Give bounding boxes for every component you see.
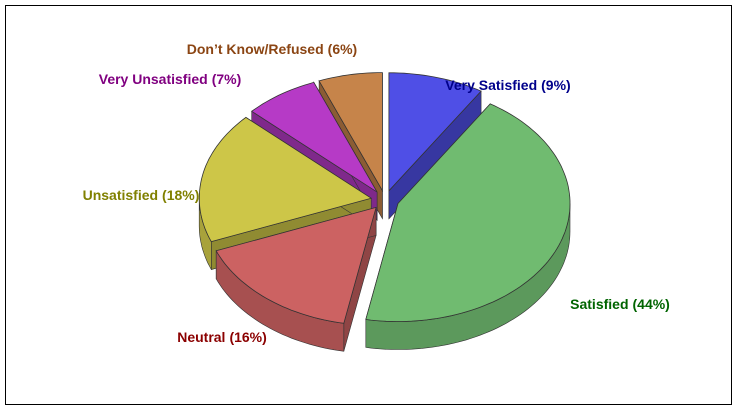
slice-label: Very Satisfied (9%) (445, 77, 570, 93)
category-name: Don’t Know/Refused (187, 41, 324, 57)
category-name: Satisfied (570, 296, 628, 312)
slice (388, 72, 482, 192)
value-label: (6%) (328, 41, 358, 57)
pie (198, 72, 571, 352)
slice (365, 103, 571, 322)
value-label: (9%) (541, 77, 571, 93)
value-label: (18%) (162, 187, 199, 203)
slice-label: Neutral (16%) (177, 329, 267, 345)
slice-label: Very Unsatisfied (7%) (99, 71, 242, 87)
slice (250, 81, 378, 193)
value-label: (7%) (212, 71, 242, 87)
labels: Very Satisfied (9%)Satisfied (44%)Neutral(… (83, 41, 670, 345)
category-name: Very Satisfied (445, 77, 537, 93)
slice-label: Satisfied (44%) (570, 296, 670, 312)
slice (318, 72, 383, 193)
slice-label: Don’t Know/Refused (6%) (187, 41, 357, 57)
value-label: (16%) (229, 329, 266, 345)
slice (198, 116, 373, 243)
category-name: Very Unsatisfied (99, 71, 208, 87)
value-label: (44%) (633, 296, 670, 312)
slice-label: Unsatisfied (18%) (83, 187, 200, 203)
category-name: Neutral (177, 329, 225, 345)
category-name: Unsatisfied (83, 187, 158, 203)
slice (215, 206, 377, 324)
